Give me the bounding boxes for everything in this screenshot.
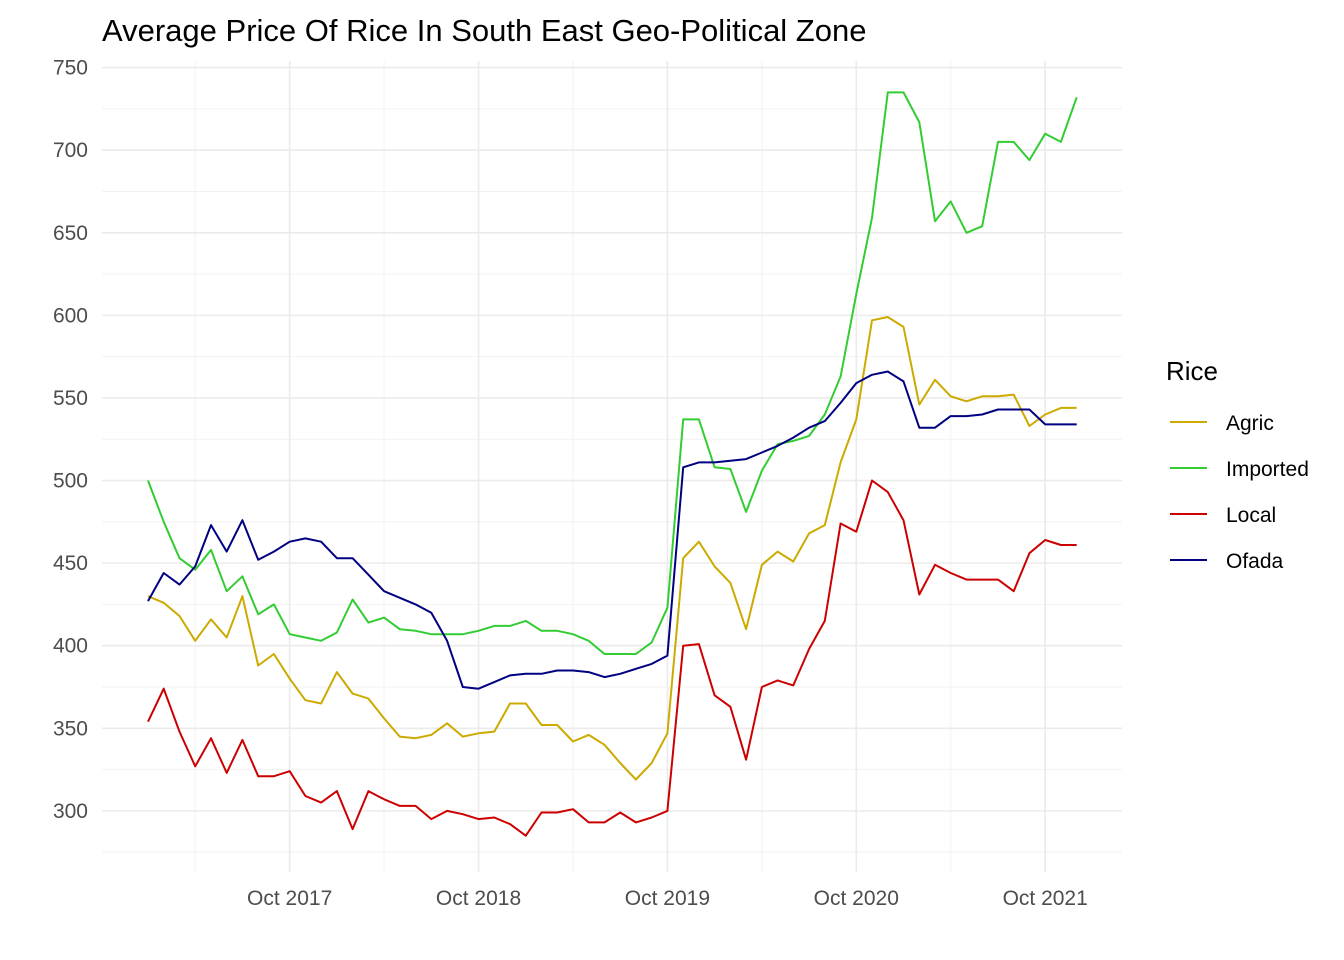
- y-tick-label: 450: [53, 552, 88, 575]
- series-line-agric: [147, 316, 1077, 781]
- x-axis-tick-labels: Oct 2017 Oct 2018 Oct 2019 Oct 2020 Oct 2021: [247, 887, 1088, 910]
- y-tick-label: 400: [53, 635, 88, 658]
- x-tick-label: Oct 2017: [247, 887, 332, 910]
- series-line-imported: [147, 91, 1078, 655]
- y-tick-label: 550: [53, 387, 88, 410]
- legend-label-agric: Agric: [1226, 412, 1274, 435]
- legend-label-local: Local: [1226, 504, 1276, 527]
- y-tick-label: 650: [53, 222, 88, 245]
- series-lines: [147, 91, 1078, 837]
- series-line-ofada: [147, 370, 1077, 690]
- major-gridlines: [102, 61, 1122, 872]
- y-tick-label: 350: [53, 717, 88, 740]
- x-tick-label: Oct 2018: [436, 887, 521, 910]
- legend-label-ofada: Ofada: [1226, 550, 1284, 573]
- y-tick-label: 500: [53, 470, 88, 493]
- y-tick-label: 600: [53, 304, 88, 327]
- legend-title: Rice: [1166, 356, 1218, 386]
- chart-title: Average Price Of Rice In South East Geo-…: [102, 13, 866, 48]
- y-tick-label: 750: [53, 57, 88, 80]
- legend-label-imported: Imported: [1226, 458, 1309, 481]
- x-tick-label: Oct 2019: [625, 887, 710, 910]
- series-line-local: [147, 479, 1077, 837]
- minor-gridlines: [102, 61, 1122, 872]
- x-tick-label: Oct 2021: [1003, 887, 1088, 910]
- y-tick-label: 700: [53, 139, 88, 162]
- legend: Rice Agric Imported Local Ofada: [1166, 356, 1309, 573]
- x-tick-label: Oct 2020: [814, 887, 899, 910]
- y-axis-tick-labels: 300 350 400 450 500 550 600 650 700 750: [53, 57, 88, 823]
- y-tick-label: 300: [53, 800, 88, 823]
